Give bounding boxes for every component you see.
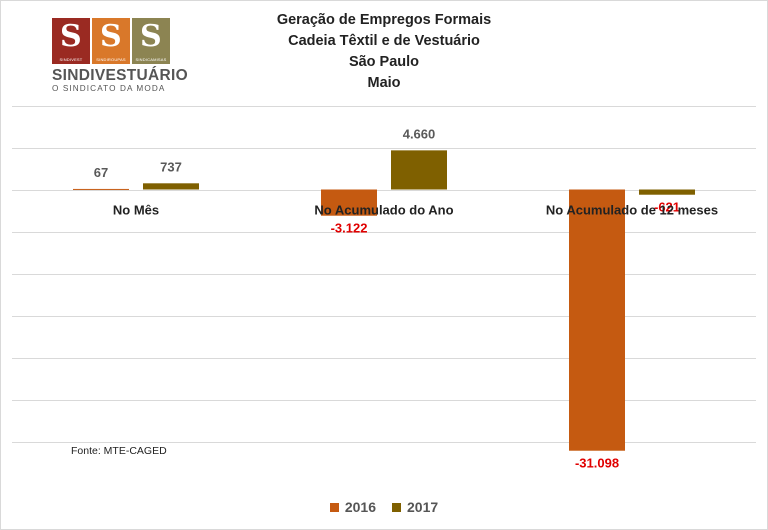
chart-legend: 2016 2017 xyxy=(0,499,768,515)
logo-caption: SINDIVEST xyxy=(59,57,83,62)
legend-item-2016[interactable]: 2016 xyxy=(329,499,376,515)
data-label: 737 xyxy=(160,159,182,174)
legend-label-2016: 2016 xyxy=(344,499,376,515)
source-note: Fonte: MTE-CAGED xyxy=(71,445,167,457)
logo-square-sindicamisas: S SINDICAMISAS xyxy=(132,18,170,64)
legend-swatch-2016 xyxy=(329,502,339,512)
chart-title: Geração de Empregos Formais Cadeia Têxti… xyxy=(224,10,544,94)
legend-label-2017: 2017 xyxy=(407,499,439,515)
category-label: No Mês xyxy=(113,203,159,218)
logo-squares: S SINDIVEST S SINDIROUPAS S SINDICAMISAS xyxy=(52,18,174,64)
chart-title-line: Geração de Empregos Formais xyxy=(276,12,492,28)
logo-caption: SINDIROUPAS xyxy=(96,57,126,62)
logo-square-sindiroupas: S SINDIROUPAS xyxy=(92,18,130,64)
bar-2017-1 xyxy=(143,183,199,190)
data-label: 67 xyxy=(94,165,108,180)
s-mark-icon: S xyxy=(60,19,82,54)
chart-title-line: São Paulo xyxy=(348,54,420,70)
s-mark-icon: S xyxy=(140,19,162,54)
data-label: -31.098 xyxy=(575,456,619,471)
chart-title-line: Maio xyxy=(367,75,401,91)
chart-title-line: Cadeia Têxtil e de Vestuário xyxy=(288,33,480,49)
logo-name: SINDIVESTUÁRIO xyxy=(52,67,188,84)
s-mark-icon: S xyxy=(100,19,122,54)
sindivestuario-logo: S SINDIVEST S SINDIROUPAS S SINDICAMISAS… xyxy=(52,18,188,98)
bar-2017-2 xyxy=(391,150,447,190)
bar-2017-3 xyxy=(639,189,695,195)
bar-2016-3 xyxy=(569,189,625,451)
data-label: -621 xyxy=(654,200,680,215)
logo-square-sindivest: S SINDIVEST xyxy=(52,18,90,64)
legend-swatch-2017 xyxy=(392,502,401,512)
logo-caption: SINDICAMISAS xyxy=(135,57,167,62)
data-label: -3.122 xyxy=(331,221,368,236)
bar-2016-1 xyxy=(73,188,129,190)
category-label: No Acumulado de 12 meses xyxy=(546,203,718,218)
data-label: 4.660 xyxy=(403,126,436,141)
legend-item-2017[interactable]: 2017 xyxy=(392,499,438,515)
bar-2016-2 xyxy=(321,189,377,216)
category-label: No Acumulado do Ano xyxy=(314,203,453,218)
logo-tagline: O SINDICATO DA MODA xyxy=(52,84,166,93)
